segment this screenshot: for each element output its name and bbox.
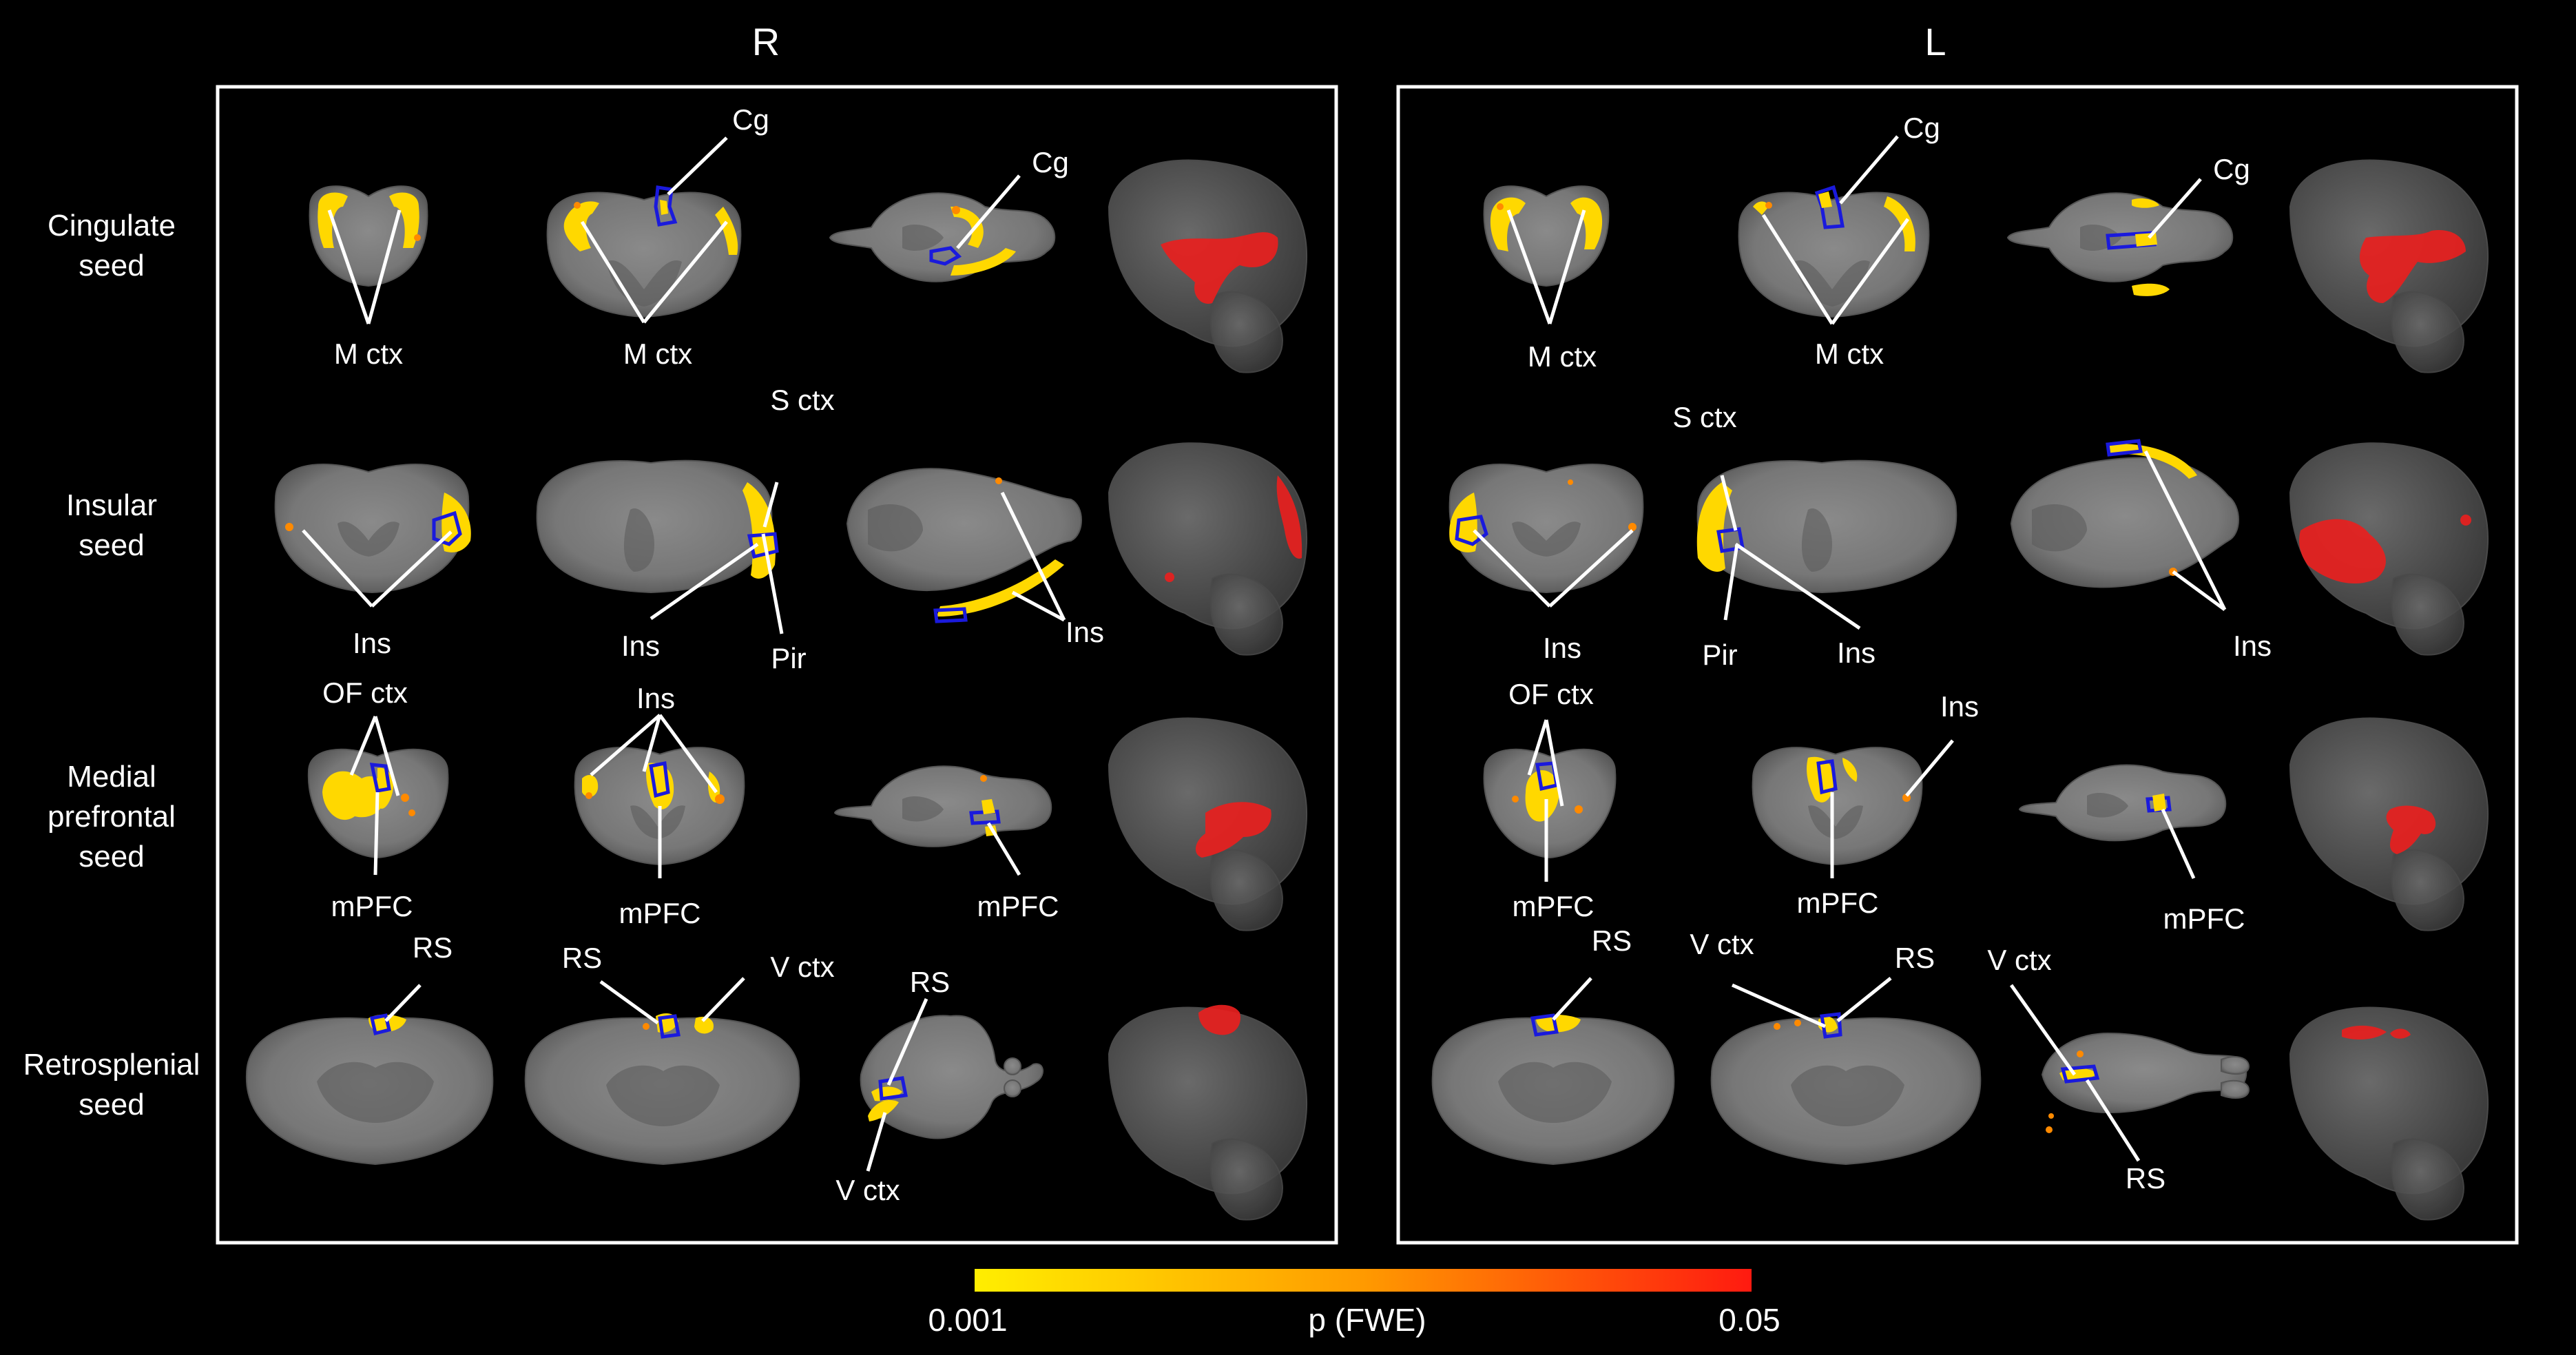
region-label: Ins xyxy=(2233,630,2272,662)
row-label-cingulate: Cingulate seed xyxy=(48,209,176,282)
region-label: RS xyxy=(910,966,950,998)
region-label: Ins xyxy=(353,627,391,659)
brain-3d-l1 xyxy=(2289,159,2489,373)
region-label: Pir xyxy=(1702,639,1737,671)
region-label: S ctx xyxy=(1672,401,1736,433)
region-label: Pir xyxy=(771,642,806,674)
colorbar: 0.001 p (FWE) 0.05 xyxy=(928,1269,1780,1338)
region-label: RS xyxy=(562,942,602,974)
row-label-insular: Insular seed xyxy=(66,488,157,562)
brain-slice-r3c1 xyxy=(307,748,449,859)
region-label: RS xyxy=(2126,1162,2165,1194)
region-label: RS xyxy=(413,931,453,964)
colorbar-title: p (FWE) xyxy=(1308,1302,1426,1338)
region-label: V ctx xyxy=(1690,928,1754,960)
region-label: S ctx xyxy=(770,384,834,416)
hemisphere-label-right: R xyxy=(752,20,780,63)
brain-3d-l4 xyxy=(2289,1006,2489,1221)
right-panel-frame xyxy=(216,85,1338,1245)
right-panel: Cg Cg M ctx M ctx S ctx Ins Ins Pir Ins … xyxy=(245,103,1308,1221)
brain-slice-l2c2 xyxy=(1696,459,1957,594)
left-panel: Cg Cg M ctx M ctx S ctx Ins Pir Ins Ins … xyxy=(1431,112,2489,1221)
region-label: mPFC xyxy=(1797,887,1879,919)
region-label: V ctx xyxy=(1987,944,2051,976)
colorbar-max-label: 0.05 xyxy=(1718,1302,1780,1338)
region-label: mPFC xyxy=(1513,890,1595,922)
region-label: Cg xyxy=(732,103,769,136)
brain-3d-l3 xyxy=(2289,717,2489,931)
region-label: Cg xyxy=(1032,146,1069,178)
region-label: RS xyxy=(1895,942,1935,974)
brain-3d-r4 xyxy=(1108,1004,1308,1221)
region-label: M ctx xyxy=(334,338,403,370)
left-panel-frame xyxy=(1396,85,2519,1245)
region-label: OF ctx xyxy=(322,676,408,709)
brain-slice-r4c3 xyxy=(860,1015,1043,1139)
brain-slice-l1c2 xyxy=(1738,185,1930,318)
region-label: Cg xyxy=(2213,153,2250,185)
brain-slice-r1c3 xyxy=(829,192,1056,282)
colorbar-gradient xyxy=(975,1269,1752,1292)
brain-slice-r2c1 xyxy=(274,464,471,594)
region-label: Ins xyxy=(1066,616,1104,648)
region-label: M ctx xyxy=(1528,340,1597,373)
region-label: mPFC xyxy=(2163,902,2245,935)
region-label: V ctx xyxy=(835,1174,900,1206)
region-label: Ins xyxy=(621,630,660,662)
brain-slice-r4c1 xyxy=(245,1013,494,1166)
brain-slice-l1c3 xyxy=(2006,192,2234,296)
region-label: V ctx xyxy=(770,951,834,983)
region-label: mPFC xyxy=(977,890,1059,922)
region-label: Ins xyxy=(1837,637,1876,669)
brain-slice-l2c1 xyxy=(1448,464,1644,594)
region-label: M ctx xyxy=(623,338,692,370)
region-label: mPFC xyxy=(331,890,413,922)
brain-slice-l3c2 xyxy=(1752,747,1923,866)
brain-3d-r1 xyxy=(1108,159,1308,373)
brain-slice-r1c1 xyxy=(309,185,428,287)
region-label: M ctx xyxy=(1815,338,1884,370)
brain-slice-l4c2 xyxy=(1710,1012,1982,1166)
region-label: Ins xyxy=(1940,690,1979,723)
brain-slice-l3c3 xyxy=(2018,764,2227,842)
brain-3d-l2 xyxy=(2289,442,2489,656)
brain-slice-r1c2 xyxy=(546,185,742,318)
brain-slice-r4c2 xyxy=(524,1013,800,1166)
region-label: RS xyxy=(1592,924,1632,957)
region-label: OF ctx xyxy=(1508,678,1594,710)
brain-slice-l1c1 xyxy=(1483,185,1610,287)
region-label: mPFC xyxy=(619,897,701,929)
hemisphere-label-left: L xyxy=(1924,20,1946,63)
row-label-retrosplenial: Retrosplenial seed xyxy=(23,1048,200,1121)
brain-slice-l4c3 xyxy=(2041,1032,2250,1133)
brain-slice-r2c2 xyxy=(536,459,779,594)
region-label: Ins xyxy=(1543,632,1581,664)
brain-3d-r2 xyxy=(1108,442,1308,656)
brain-3d-r3 xyxy=(1108,717,1308,931)
row-label-medial-prefrontal: Medial prefrontal seed xyxy=(48,760,176,873)
brain-slice-l4c1 xyxy=(1431,1013,1675,1166)
region-label: Cg xyxy=(1903,112,1940,144)
colorbar-min-label: 0.001 xyxy=(928,1302,1007,1338)
region-label: Ins xyxy=(636,682,675,714)
brain-slice-r2c3 xyxy=(846,468,1082,623)
brain-slice-r3c3 xyxy=(833,765,1052,847)
brain-slice-l3c1 xyxy=(1483,748,1617,859)
